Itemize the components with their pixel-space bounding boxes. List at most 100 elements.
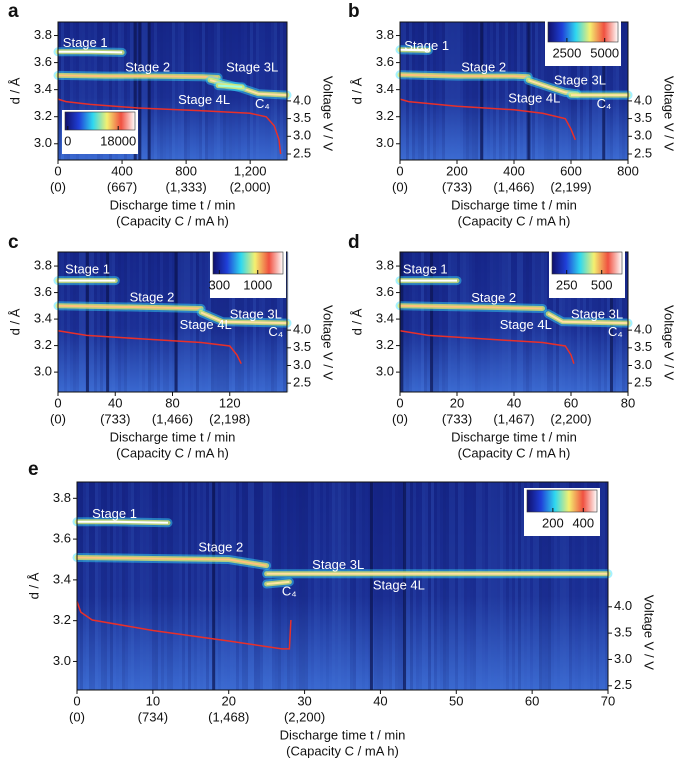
heatmap-noise xyxy=(64,22,67,160)
voltage-line xyxy=(76,601,292,650)
diffraction-band xyxy=(218,84,243,88)
x-tick-label: 60 xyxy=(525,693,539,708)
y2-tick-label: 4.0 xyxy=(634,322,652,337)
y2-tick-label: 3.0 xyxy=(634,128,652,143)
heatmap-noise xyxy=(190,252,193,392)
x2-tick-label: (2,200) xyxy=(550,411,591,426)
annotation: Stage 1 xyxy=(403,261,448,276)
heatmap-noise xyxy=(236,482,239,690)
x-tick-label: 20 xyxy=(221,693,235,708)
y2-axis-label: Voltage V / V xyxy=(321,76,336,151)
heatmap-noise xyxy=(478,22,481,160)
heatmap-noise xyxy=(350,482,353,690)
heatmap-noise xyxy=(145,252,148,392)
y2-tick-label: 2.5 xyxy=(293,145,311,160)
annotation: Stage 3L xyxy=(571,307,623,322)
heatmap-noise xyxy=(535,252,538,392)
y2-tick-label: 3.5 xyxy=(614,625,632,640)
heatmap-noise xyxy=(172,22,175,160)
heatmap-noise xyxy=(178,22,181,160)
heatmap-noise xyxy=(460,252,463,392)
x2-tick-label: (733) xyxy=(442,179,472,194)
heatmap-noise xyxy=(464,482,467,690)
x-tick-label: 70 xyxy=(601,693,615,708)
heatmap-noise xyxy=(94,252,97,392)
annotation: Stage 3L xyxy=(226,59,278,74)
heatmap-noise xyxy=(521,482,524,690)
heatmap-noise xyxy=(605,482,608,690)
heatmap-noise xyxy=(308,482,311,690)
heatmap-noise xyxy=(61,22,64,160)
dark-stripe xyxy=(369,482,373,690)
heatmap-noise xyxy=(262,22,265,160)
heatmap-noise xyxy=(158,482,161,690)
colorbar-tick-label: 0 xyxy=(64,133,71,148)
heatmap-noise xyxy=(128,482,131,690)
heatmap-noise xyxy=(163,22,166,160)
panel-label: e xyxy=(28,459,39,480)
heatmap-noise xyxy=(557,482,560,690)
colorbar xyxy=(526,489,598,513)
heatmap-noise xyxy=(160,22,163,160)
annotation: Stage 4L xyxy=(500,317,552,332)
x-tick-label: 20 xyxy=(450,395,464,410)
annotation: Stage 1 xyxy=(63,35,108,50)
x-tick-label: 10 xyxy=(146,693,160,708)
diffraction-band xyxy=(57,304,202,310)
heatmap-noise xyxy=(154,22,157,160)
heatmap-noise xyxy=(140,482,143,690)
heatmap-noise xyxy=(428,482,431,690)
heatmap-noise xyxy=(196,252,199,392)
heatmap-noise xyxy=(122,482,125,690)
x-tick-label: 400 xyxy=(503,163,525,178)
heatmap-noise xyxy=(595,22,598,160)
x2-tick-label: (0) xyxy=(50,179,66,194)
panel-label: b xyxy=(348,1,360,22)
heatmap-noise xyxy=(383,482,386,690)
heatmap-noise xyxy=(451,252,454,392)
heatmap-noise xyxy=(61,252,64,392)
heatmap-noise xyxy=(544,252,547,392)
heatmap-noise xyxy=(184,22,187,160)
heatmap-noise xyxy=(106,22,109,160)
heatmap-noise xyxy=(545,482,548,690)
heatmap-noise xyxy=(79,22,82,160)
heatmap-noise xyxy=(512,482,515,690)
heatmap-noise xyxy=(260,482,263,690)
x2-tick-label: (1,466) xyxy=(152,411,193,426)
heatmap-noise xyxy=(527,482,530,690)
heatmap-noise xyxy=(478,252,481,392)
heatmap-noise xyxy=(143,482,146,690)
heatmap-noise xyxy=(118,252,121,392)
heatmap-noise xyxy=(452,482,455,690)
y2-axis-label: Voltage V / V xyxy=(662,76,677,151)
heatmap-noise xyxy=(577,22,580,160)
x-axis-label: Discharge time t / min xyxy=(110,429,236,444)
heatmap-noise xyxy=(145,22,148,160)
heatmap-noise xyxy=(424,252,427,392)
dark-stripe xyxy=(480,22,484,160)
heatmap-noise xyxy=(359,482,362,690)
x2-axis-label: (Capacity C / mA h) xyxy=(286,743,399,758)
heatmap-noise xyxy=(548,482,551,690)
y-tick-label: 3.2 xyxy=(376,337,394,352)
heatmap-noise xyxy=(347,482,350,690)
heatmap-noise xyxy=(238,22,241,160)
heatmap-noise xyxy=(163,252,166,392)
heatmap-noise xyxy=(184,252,187,392)
heatmap-noise xyxy=(491,482,494,690)
heatmap-noise xyxy=(490,252,493,392)
voltage-line xyxy=(57,330,242,365)
x2-tick-label: (1,467) xyxy=(493,411,534,426)
heatmap-noise xyxy=(401,482,404,690)
heatmap-noise xyxy=(365,482,368,690)
diffraction-band xyxy=(58,50,123,54)
heatmap-noise xyxy=(538,252,541,392)
heatmap-noise xyxy=(523,22,526,160)
heatmap-noise xyxy=(80,482,83,690)
heatmap-noise xyxy=(70,22,73,160)
heatmap-noise xyxy=(506,482,509,690)
heatmap-noise xyxy=(164,482,167,690)
y-tick-label: 3.0 xyxy=(376,364,394,379)
x-tick-label: 60 xyxy=(564,395,578,410)
